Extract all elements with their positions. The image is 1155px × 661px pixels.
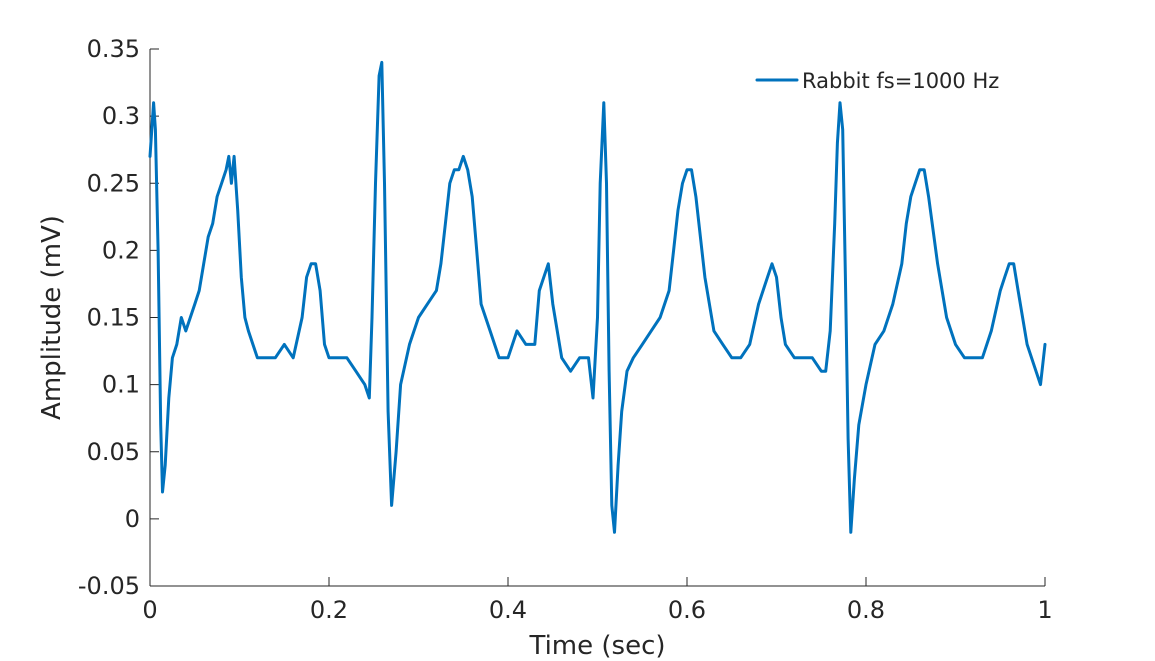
legend-label: Rabbit fs=1000 Hz <box>802 69 999 93</box>
y-tick-label: 0.3 <box>102 102 140 130</box>
legend: Rabbit fs=1000 Hz <box>755 69 999 93</box>
series-line <box>148 60 1047 534</box>
x-tick-label: 0.6 <box>668 596 706 624</box>
x-tick-label: 0.8 <box>847 596 885 624</box>
y-tick-label: 0.25 <box>87 169 140 197</box>
plot-area <box>148 60 1047 534</box>
x-axis-label: Time (sec) <box>528 631 665 661</box>
x-tick-label: 1 <box>1037 596 1052 624</box>
y-tick-label: -0.05 <box>78 572 140 600</box>
x-ticks: 0 0.2 0.4 0.6 0.8 1 <box>142 577 1053 624</box>
y-tick-label: 0.15 <box>87 304 140 332</box>
y-ticks: -0.05 0 0.05 0.1 0.15 0.2 0.25 0.3 0.35 <box>78 35 159 600</box>
y-tick-label: 0.35 <box>87 35 140 63</box>
y-tick-label: 0 <box>125 505 140 533</box>
x-tick-label: 0.4 <box>489 596 527 624</box>
plot-axes: 0 0.2 0.4 0.6 0.8 1 -0.0500.050.10.150.20.250… <box>78 35 1053 624</box>
x-tick-label: 0 <box>142 596 157 624</box>
y-axis-label: Amplitude (mV) <box>37 215 67 420</box>
y-tick-label: 0.05 <box>87 438 140 466</box>
x-tick-label: 0.2 <box>310 596 348 624</box>
y-tick-label: 0.2 <box>102 236 140 264</box>
y-tick-label: 0.1 <box>102 371 140 399</box>
